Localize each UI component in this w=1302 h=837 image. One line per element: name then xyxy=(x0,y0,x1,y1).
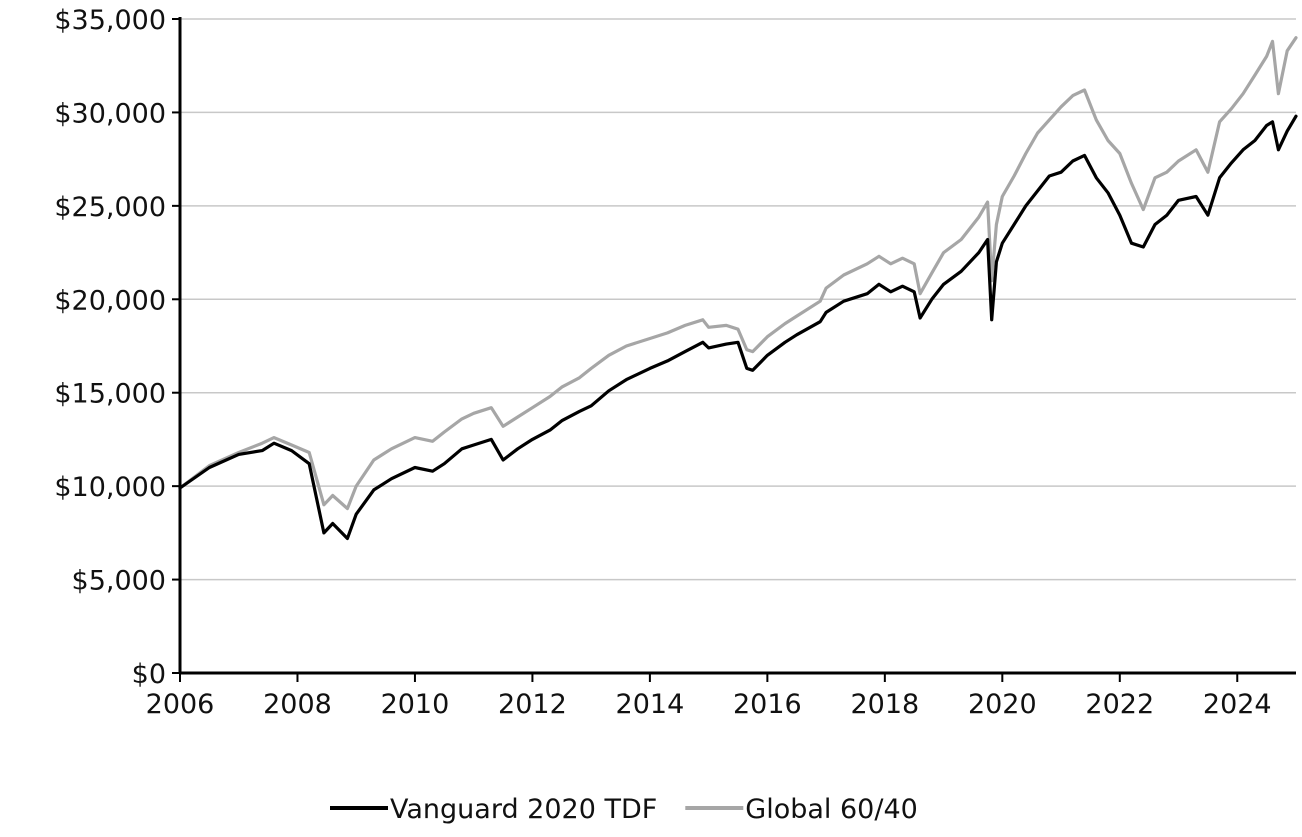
x-tick-label: 2010 xyxy=(381,689,450,720)
x-tick-label: 2014 xyxy=(616,689,685,720)
x-tick-label: 2012 xyxy=(498,689,567,720)
y-tick-label: $25,000 xyxy=(54,192,166,223)
x-tick-label: 2008 xyxy=(263,689,332,720)
series-line-global-60-40 xyxy=(178,36,1298,511)
y-tick-label: $10,000 xyxy=(54,472,166,503)
x-tick-label: 2024 xyxy=(1203,689,1272,720)
y-tick-label: $15,000 xyxy=(54,379,166,410)
legend-label: Global 60/40 xyxy=(745,794,918,825)
axes xyxy=(172,17,1296,682)
x-tick-labels: 2006 2008 2010 2012 2014 2016 2018 2020 2022 2024 xyxy=(146,689,1272,720)
y-tick-label: $5,000 xyxy=(72,566,166,597)
legend-label: Vanguard 2020 TDF xyxy=(390,794,657,825)
legend: Vanguard 2020 TDF Global 60/40 xyxy=(330,794,918,825)
y-tick-label: $35,000 xyxy=(54,5,166,36)
y-tick-label: $30,000 xyxy=(54,98,166,129)
x-tick-label: 2018 xyxy=(850,689,919,720)
series-line-vanguard-2020-tdf xyxy=(178,114,1298,541)
gridlines xyxy=(180,18,1296,581)
x-tick-label: 2020 xyxy=(968,689,1037,720)
y-tick-label: $0 xyxy=(132,659,166,690)
x-tick-label: 2006 xyxy=(146,689,215,720)
x-tick-label: 2022 xyxy=(1085,689,1154,720)
y-tick-labels: $0 $5,000 $10,000 $15,000 $20,000 $25,000 $30,… xyxy=(54,5,166,690)
x-tick-label: 2016 xyxy=(733,689,802,720)
series-layer xyxy=(178,36,1298,541)
y-tick-label: $20,000 xyxy=(54,285,166,316)
